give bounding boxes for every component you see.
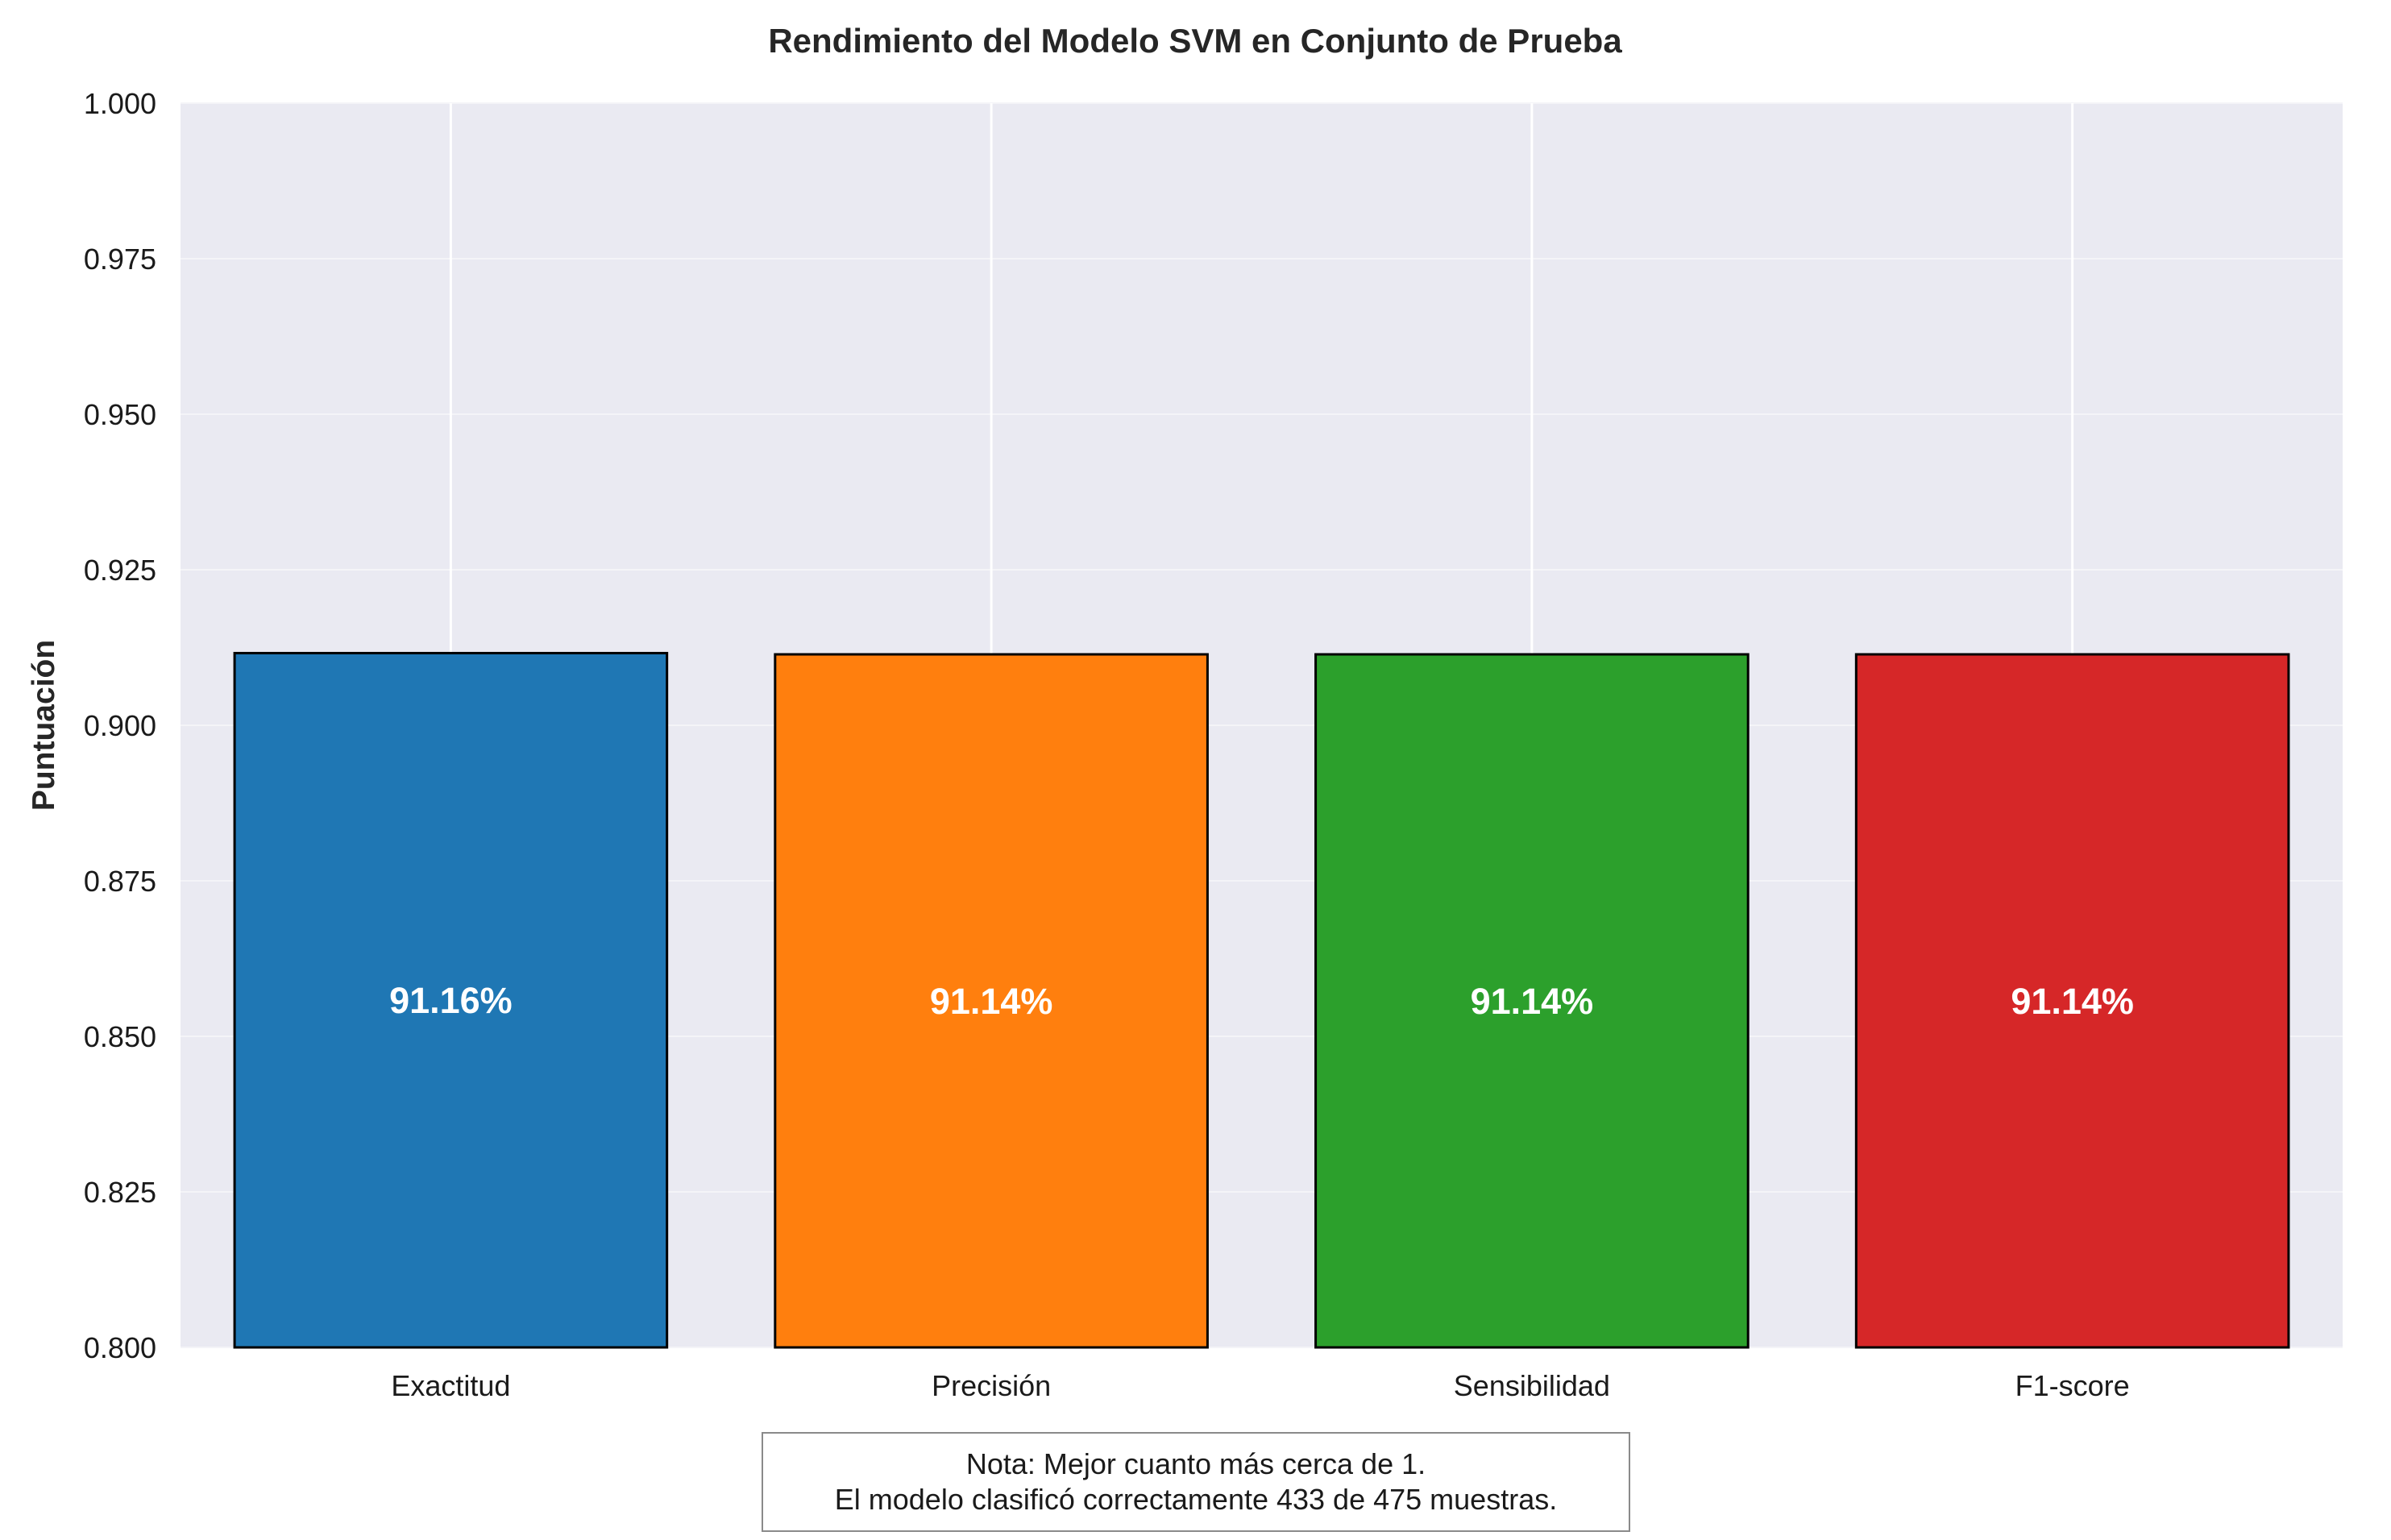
bars: 91.16% 91.14% 91.14% 91.14% <box>233 651 2290 1349</box>
chart-title: Rendimiento del Modelo SVM en Conjunto d… <box>768 22 1622 60</box>
x-axis-ticks: Exactitud Precisión Sensibilidad F1-score <box>391 1369 2129 1402</box>
y-tick-label: 0.975 <box>84 243 156 276</box>
note-line-1: Nota: Mejor cuanto más cerca de 1. <box>965 1447 1426 1480</box>
x-tick-label: F1-score <box>2015 1369 2130 1402</box>
y-axis-label: Puntuación <box>27 640 61 811</box>
bar-f1-score <box>1854 653 2290 1349</box>
y-tick-label: 0.950 <box>84 398 156 431</box>
note-box: Nota: Mejor cuanto más cerca de 1. El mo… <box>762 1432 1630 1532</box>
bar-value-label: 91.14% <box>2011 981 2134 1022</box>
x-tick-label: Sensibilidad <box>1454 1369 1610 1402</box>
y-tick-label: 1.000 <box>84 87 156 120</box>
bar-value-label: 91.14% <box>930 981 1053 1022</box>
note-line-2: El modelo clasificó correctamente 433 de… <box>834 1483 1558 1516</box>
bar-value-label: 91.16% <box>389 980 513 1021</box>
y-tick-label: 0.800 <box>84 1331 156 1364</box>
bar-value-label: 91.14% <box>1471 981 1594 1022</box>
x-tick-label: Exactitud <box>391 1369 510 1402</box>
y-tick-label: 0.875 <box>84 865 156 898</box>
bar-sensibilidad <box>1314 653 1750 1349</box>
y-tick-label: 0.925 <box>84 554 156 587</box>
y-tick-label: 0.825 <box>84 1176 156 1209</box>
y-tick-label: 0.900 <box>84 709 156 742</box>
y-axis-ticks: 0.800 0.825 0.850 0.875 0.900 0.925 0.950 0.975… <box>84 87 156 1364</box>
bar-precisi-n <box>774 653 1209 1349</box>
bar-exactitud <box>233 651 669 1349</box>
y-tick-label: 0.850 <box>84 1020 156 1053</box>
x-tick-label: Precisión <box>932 1369 1051 1402</box>
